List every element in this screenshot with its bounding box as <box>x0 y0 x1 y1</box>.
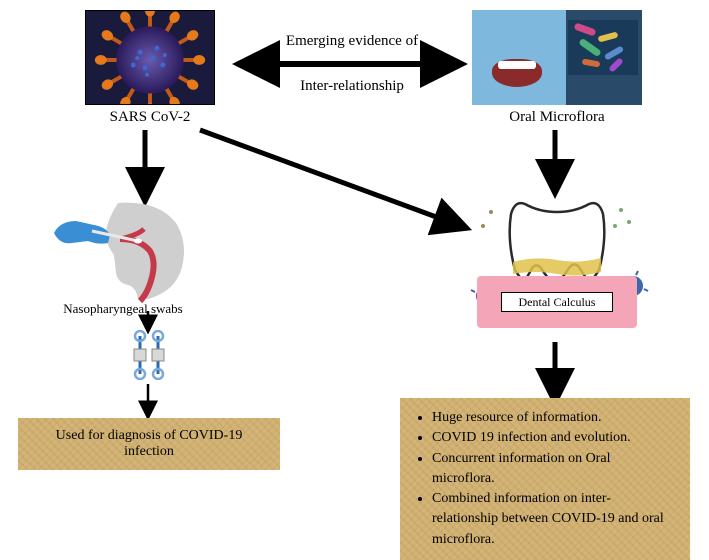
resource-bullet: Concurrent information on Oral microflor… <box>432 449 676 490</box>
node-virus: SARS CoV-2 <box>85 10 215 126</box>
swab-image <box>48 195 198 305</box>
node-swab: Nasopharyngeal swabs <box>48 195 198 317</box>
tooth-image: Dental Calculus <box>465 186 650 336</box>
center-text-top: Emerging evidence of <box>252 33 452 50</box>
calculus-label: Dental Calculus <box>501 292 613 312</box>
connector-image <box>128 330 170 380</box>
resource-bullet: Huge resource of information. <box>432 408 676 428</box>
oral-label: Oral Microflora <box>472 109 642 126</box>
resource-bullet: COVID 19 infection and evolution. <box>432 428 676 448</box>
box-resource: Huge resource of information. COVID 19 i… <box>400 398 690 560</box>
virus-image <box>85 10 215 105</box>
box-diagnosis: Used for diagnosis of COVID-19 infection <box>18 418 280 470</box>
resource-bullet-list: Huge resource of information. COVID 19 i… <box>414 408 676 550</box>
center-text-bottom: Inter-relationship <box>252 78 452 95</box>
oral-image <box>472 10 642 105</box>
virus-label: SARS CoV-2 <box>85 109 215 126</box>
node-connector <box>128 330 170 380</box>
node-oral: Oral Microflora <box>472 10 642 126</box>
resource-bullet: Combined information on inter-relationsh… <box>432 489 676 550</box>
node-calculus: Dental Calculus <box>465 186 650 336</box>
diagnosis-text: Used for diagnosis of COVID-19 infection <box>56 428 243 459</box>
